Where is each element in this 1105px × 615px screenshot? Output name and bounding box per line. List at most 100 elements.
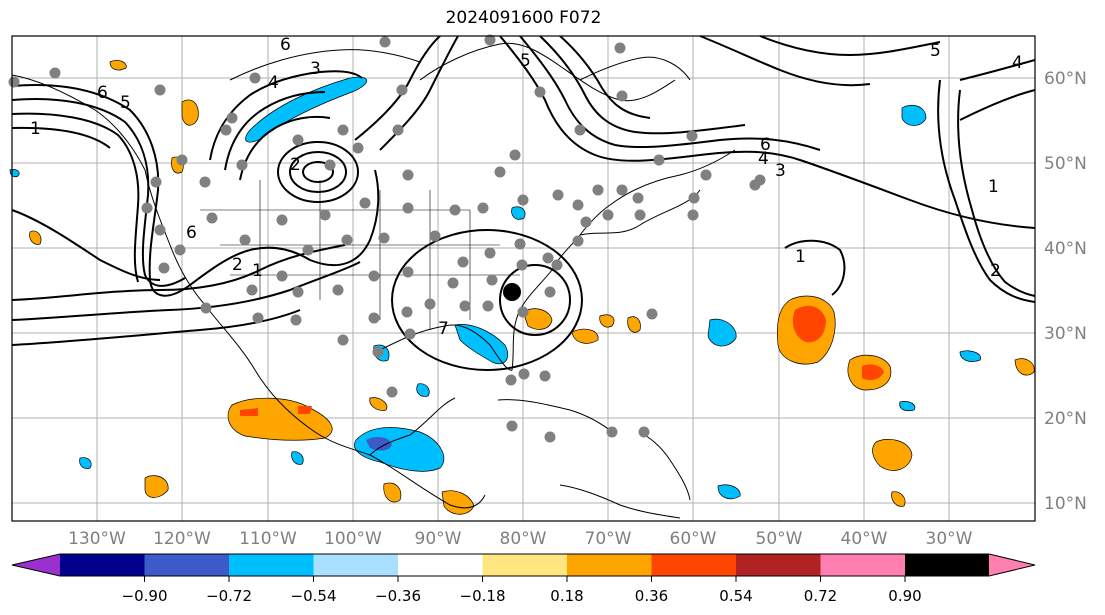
lon-label: 120°W	[153, 529, 211, 549]
lat-label: 40°N	[1044, 239, 1087, 259]
station-dot	[544, 286, 556, 298]
lon-label: 50°W	[756, 529, 803, 549]
station-dot	[158, 262, 170, 274]
station-dot	[539, 370, 551, 382]
station-dot	[484, 34, 496, 46]
storm-center-marker	[503, 283, 521, 301]
station-dot	[401, 306, 413, 318]
station-dot	[509, 149, 521, 161]
station-dot	[141, 202, 153, 214]
station-dot	[447, 277, 459, 289]
contour-label: 3	[775, 161, 786, 181]
contour-label: 5	[930, 41, 941, 61]
station-dot	[368, 270, 380, 282]
station-dot	[606, 426, 618, 438]
contour-label: 2	[990, 261, 1001, 281]
station-dot	[749, 179, 761, 191]
station-dot	[638, 426, 650, 438]
station-dot	[646, 308, 658, 320]
station-dot	[402, 169, 414, 181]
contour-label: 1	[30, 119, 41, 139]
station-dot	[518, 368, 530, 380]
station-dot	[429, 230, 441, 242]
contour-label: 4	[268, 73, 279, 93]
station-dot	[174, 244, 186, 256]
station-dot	[154, 84, 166, 96]
station-dot	[302, 244, 314, 256]
station-dot	[402, 266, 414, 278]
station-dot	[246, 284, 258, 296]
contour-label: 4	[758, 149, 769, 169]
station-dot	[276, 214, 288, 226]
station-dot	[552, 189, 564, 201]
longitude-labels: 130°W 120°W 110°W 100°W 90°W 80°W 70°W 6…	[68, 529, 973, 549]
contour-label: 6	[760, 135, 771, 155]
station-dot	[276, 270, 288, 282]
colorbar-tick-label: 0.72	[804, 587, 837, 605]
lat-label: 30°N	[1044, 324, 1087, 344]
contour-label: 1	[795, 247, 806, 267]
lat-label: 20°N	[1044, 409, 1087, 429]
station-dot	[688, 192, 700, 204]
colorbar-tick-label: −0.54	[291, 587, 337, 605]
station-dot	[653, 154, 665, 166]
lon-label: 40°W	[841, 529, 888, 549]
station-dot	[614, 42, 626, 54]
lon-label: 110°W	[239, 529, 297, 549]
colorbar-segment	[60, 554, 145, 576]
colorbar-arrow-high	[989, 554, 1035, 576]
contour-label: 5	[520, 51, 531, 71]
station-dot	[176, 154, 188, 166]
colorbar-tick-label: −0.18	[460, 587, 506, 605]
station-dot	[634, 209, 646, 221]
colorbar-segment	[736, 554, 821, 576]
station-dot	[534, 86, 546, 98]
map-frame	[11, 35, 1036, 522]
station-dot	[574, 124, 586, 136]
station-dot	[686, 130, 698, 142]
station-dot	[517, 306, 529, 318]
station-dot	[551, 259, 563, 271]
colorbar-segment	[482, 554, 567, 576]
station-dot	[592, 184, 604, 196]
contour-label: 4	[1012, 53, 1023, 73]
station-dot	[477, 202, 489, 214]
station-dot	[239, 234, 251, 246]
station-dot	[379, 36, 391, 48]
station-dot	[337, 334, 349, 346]
station-dot	[572, 235, 584, 247]
colorbar-tick-label: −0.36	[375, 587, 421, 605]
colorbar-segment	[229, 554, 314, 576]
station-dot	[700, 169, 712, 181]
station-dot	[292, 134, 304, 146]
station-markers	[8, 34, 766, 443]
lat-label: 50°N	[1044, 154, 1087, 174]
contour-label: 2	[232, 255, 243, 275]
station-dot	[290, 314, 302, 326]
station-dot	[572, 199, 584, 211]
station-dot	[616, 90, 628, 102]
station-dot	[392, 124, 404, 136]
station-dot	[486, 274, 498, 286]
colorbar-tick-label: 0.36	[635, 587, 668, 605]
station-dot	[484, 247, 496, 259]
contour-lines	[11, 35, 1036, 371]
station-dot	[616, 184, 628, 196]
station-dot	[404, 328, 416, 340]
contour-label: 6	[186, 223, 197, 243]
colorbar-arrow-low	[12, 554, 60, 576]
contour-label: 1	[252, 261, 263, 281]
station-dot	[506, 420, 518, 432]
station-dot	[200, 302, 212, 314]
colorbar-segment	[651, 554, 736, 576]
lon-label: 130°W	[68, 529, 126, 549]
station-dot	[368, 312, 380, 324]
station-dot	[150, 176, 162, 188]
contour-label: 1	[988, 177, 999, 197]
contour-label: 6	[97, 83, 108, 103]
station-dot	[359, 197, 371, 209]
station-dot	[319, 209, 331, 221]
plot-title: 2024091600 F072	[445, 8, 602, 28]
colorbar-tick-label: −0.90	[122, 587, 168, 605]
